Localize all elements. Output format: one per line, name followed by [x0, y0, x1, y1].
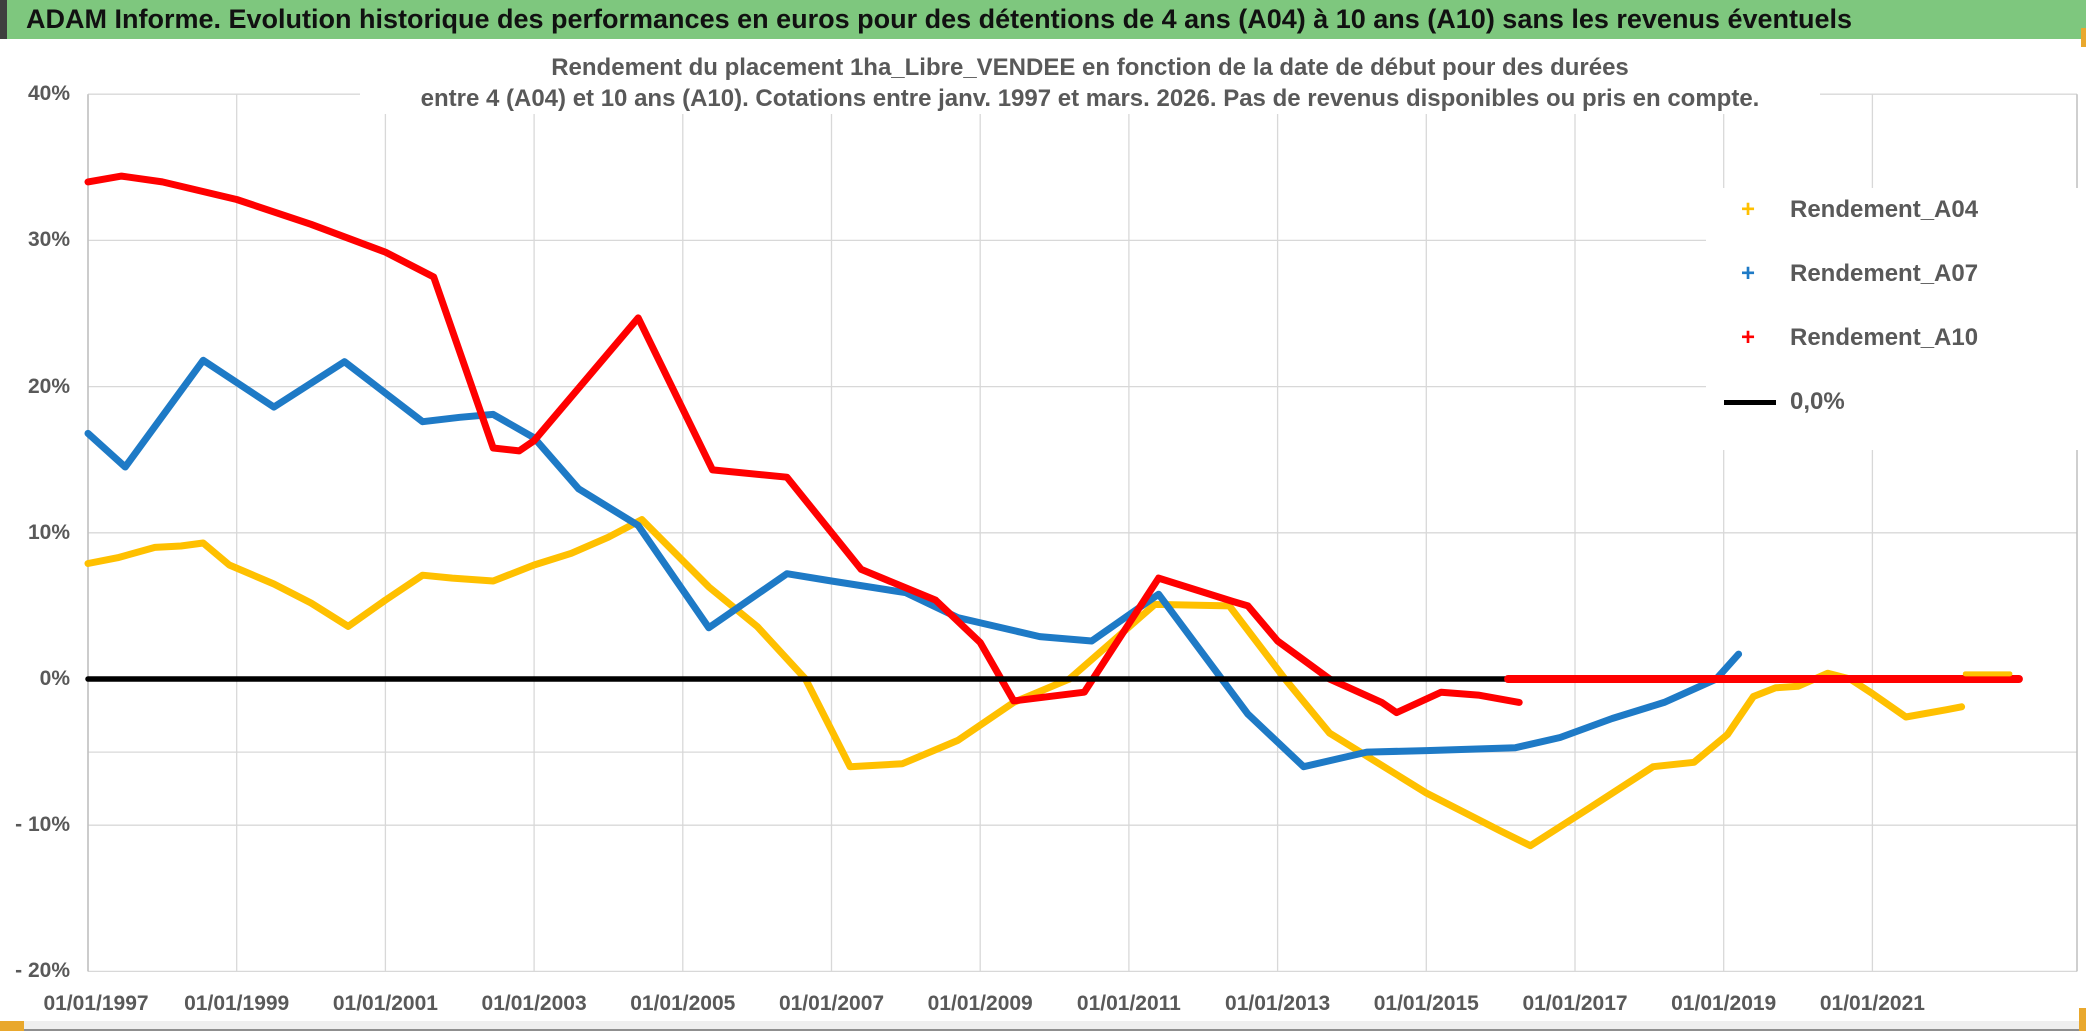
gold-mark-right-edge: [2081, 28, 2086, 47]
legend-plus-marker: +: [1740, 260, 1755, 287]
gold-corner-bottom-right: [2079, 1008, 2086, 1031]
y-tick-30: 30%: [27, 228, 70, 252]
legend-label: Rendement_A10: [1790, 324, 1979, 351]
series-Rendement_A10[interactable]: [84, 172, 1523, 717]
x-tick-2005: 01/01/2005: [630, 992, 736, 1015]
chart-legend[interactable]: + Rendement_A04 + Rendement_A07 + Rendement_A…: [1706, 188, 2078, 450]
x-tick-2007: 01/01/2007: [778, 992, 885, 1015]
x-tick-1999: 01/01/1999: [184, 992, 290, 1015]
y-tick-40: 40%: [27, 82, 70, 106]
y-tick--20: - 20%: [15, 959, 70, 983]
y-tick--10: - 10%: [15, 813, 70, 837]
legend-item-Rendement-A04[interactable]: + Rendement_A04: [1706, 190, 2078, 230]
x-tick-2021: 01/01/2021: [1819, 992, 1925, 1015]
chart-title-line1: Rendement du placement 1ha_Libre_VENDEE …: [551, 54, 1629, 81]
window-left-edge: [0, 0, 7, 39]
x-tick-1997: 01/01/1997: [43, 992, 149, 1015]
x-tick-2009: 01/01/2009: [927, 992, 1033, 1015]
x-tick-2017: 01/01/2017: [1522, 992, 1628, 1015]
series-Rendement_A07[interactable]: [84, 356, 1743, 771]
legend-item-Rendement-A07[interactable]: + Rendement_A07: [1706, 254, 2078, 294]
series-Rendement_A04[interactable]: [84, 516, 1966, 850]
sheet-header-bar: ADAM Informe. Evolution historique des p…: [0, 0, 2086, 39]
x-tick-2019: 01/01/2019: [1671, 992, 1777, 1015]
header-title: ADAM Informe. Evolution historique des p…: [26, 4, 1853, 34]
legend-item-0-0-[interactable]: 0,0%: [1706, 382, 2078, 422]
gold-corner-bottom-left: [0, 1021, 24, 1031]
x-tick-2013: 01/01/2013: [1225, 992, 1331, 1015]
bottom-scroll-strip[interactable]: [0, 1021, 2086, 1031]
y-tick-10: 10%: [27, 520, 70, 544]
legend-zero-line-swatch: [1724, 399, 1776, 405]
legend-plus-marker: +: [1740, 324, 1755, 351]
y-tick-20: 20%: [27, 374, 70, 398]
legend-item-Rendement-A10[interactable]: + Rendement_A10: [1706, 318, 2078, 358]
x-tick-2015: 01/01/2015: [1373, 992, 1479, 1015]
y-tick-0: 0%: [39, 667, 70, 690]
legend-label: 0,0%: [1790, 388, 1845, 415]
scrollbar-track[interactable]: [24, 1021, 2080, 1031]
chart-title-line2: entre 4 (A04) et 10 ans (A10). Cotations…: [420, 85, 1760, 112]
chart-title: Rendement du placement 1ha_Libre_VENDEE …: [360, 52, 1820, 114]
x-tick-2001: 01/01/2001: [332, 992, 438, 1015]
legend-plus-marker: +: [1740, 196, 1755, 223]
legend-label: Rendement_A07: [1790, 260, 1979, 287]
x-tick-2003: 01/01/2003: [481, 992, 587, 1015]
x-tick-2011: 01/01/2011: [1076, 992, 1181, 1015]
legend-label: Rendement_A04: [1790, 196, 1979, 223]
